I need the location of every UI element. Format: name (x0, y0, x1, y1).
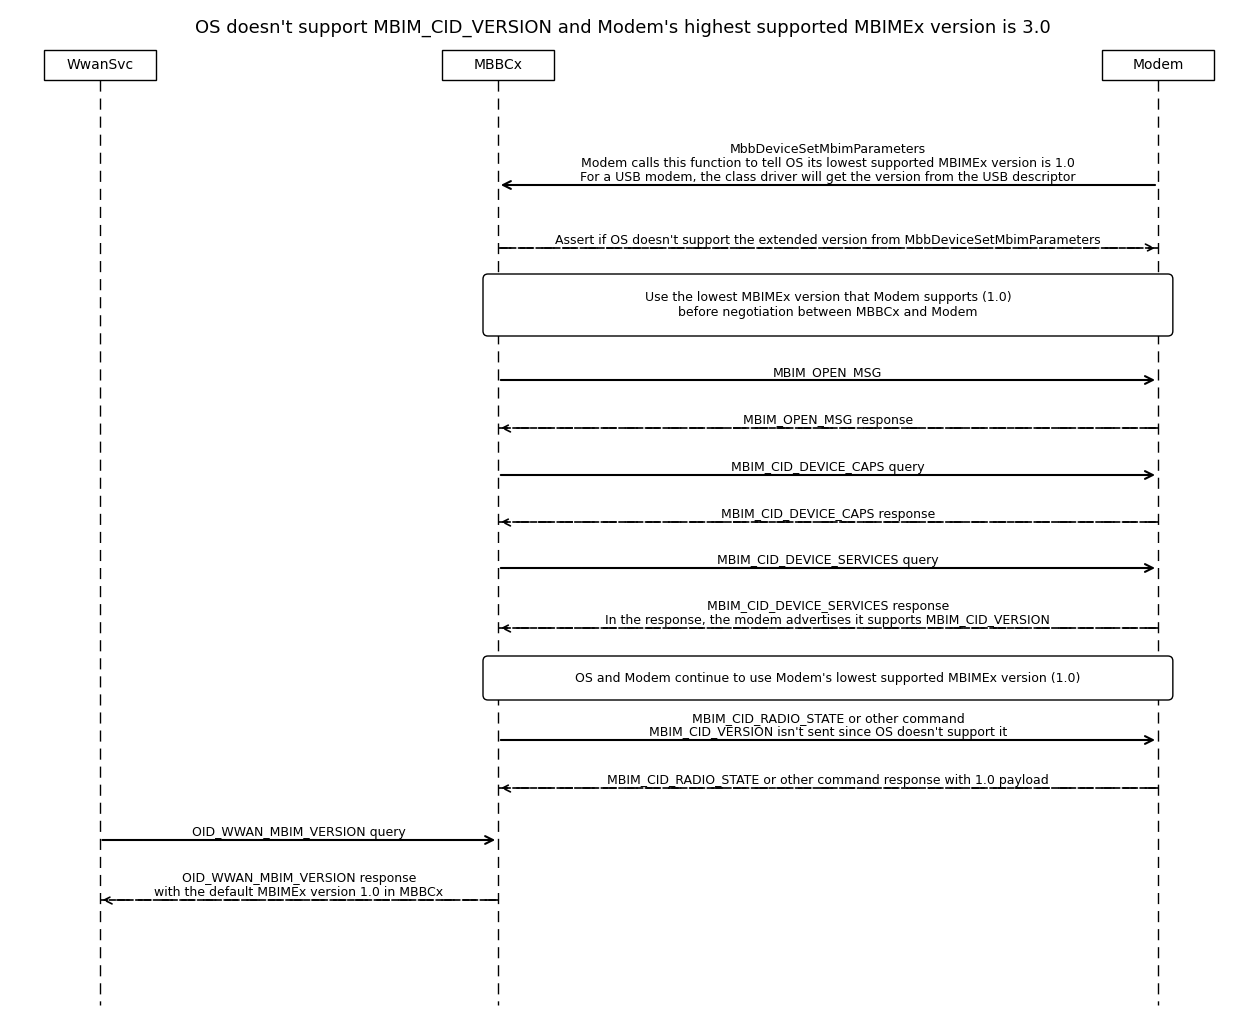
Text: MBIM_CID_RADIO_STATE or other command response with 1.0 payload: MBIM_CID_RADIO_STATE or other command re… (608, 774, 1048, 787)
Text: For a USB modem, the class driver will get the version from the USB descriptor: For a USB modem, the class driver will g… (580, 171, 1076, 184)
Text: MbbDeviceSetMbimParameters: MbbDeviceSetMbimParameters (730, 143, 926, 156)
Text: WwanSvc: WwanSvc (66, 58, 133, 72)
Text: Assert if OS doesn't support the extended version from MbbDeviceSetMbimParameter: Assert if OS doesn't support the extende… (555, 234, 1101, 247)
Text: MBIM_CID_DEVICE_SERVICES query: MBIM_CID_DEVICE_SERVICES query (717, 554, 939, 567)
Text: Use the lowest MBIMEx version that Modem supports (1.0)
before negotiation betwe: Use the lowest MBIMEx version that Modem… (645, 291, 1011, 319)
Text: Modem calls this function to tell OS its lowest supported MBIMEx version is 1.0: Modem calls this function to tell OS its… (581, 157, 1074, 171)
FancyBboxPatch shape (44, 50, 156, 80)
FancyBboxPatch shape (483, 657, 1173, 700)
Text: MBIM_OPEN_MSG: MBIM_OPEN_MSG (773, 366, 883, 379)
FancyBboxPatch shape (483, 274, 1173, 336)
Text: MBBCx: MBBCx (473, 58, 523, 72)
Text: OID_WWAN_MBIM_VERSION query: OID_WWAN_MBIM_VERSION query (192, 826, 406, 839)
Text: MBIM_CID_DEVICE_CAPS query: MBIM_CID_DEVICE_CAPS query (731, 461, 925, 474)
Text: Modem: Modem (1132, 58, 1184, 72)
Text: MBIM_CID_VERSION isn't sent since OS doesn't support it: MBIM_CID_VERSION isn't sent since OS doe… (649, 726, 1007, 739)
Text: MBIM_CID_DEVICE_SERVICES response: MBIM_CID_DEVICE_SERVICES response (707, 600, 949, 613)
FancyBboxPatch shape (442, 50, 554, 80)
Text: MBIM_CID_DEVICE_CAPS response: MBIM_CID_DEVICE_CAPS response (721, 508, 935, 521)
FancyBboxPatch shape (1102, 50, 1214, 80)
Text: with the default MBIMEx version 1.0 in MBBCx: with the default MBIMEx version 1.0 in M… (154, 886, 443, 900)
Text: OS doesn't support MBIM_CID_VERSION and Modem's highest supported MBIMEx version: OS doesn't support MBIM_CID_VERSION and … (194, 18, 1051, 37)
Text: OS and Modem continue to use Modem's lowest supported MBIMEx version (1.0): OS and Modem continue to use Modem's low… (575, 672, 1081, 684)
Text: MBIM_OPEN_MSG response: MBIM_OPEN_MSG response (743, 414, 913, 427)
Text: OID_WWAN_MBIM_VERSION response: OID_WWAN_MBIM_VERSION response (182, 872, 416, 885)
Text: MBIM_CID_RADIO_STATE or other command: MBIM_CID_RADIO_STATE or other command (691, 712, 965, 725)
Text: In the response, the modem advertises it supports MBIM_CID_VERSION: In the response, the modem advertises it… (605, 614, 1051, 627)
